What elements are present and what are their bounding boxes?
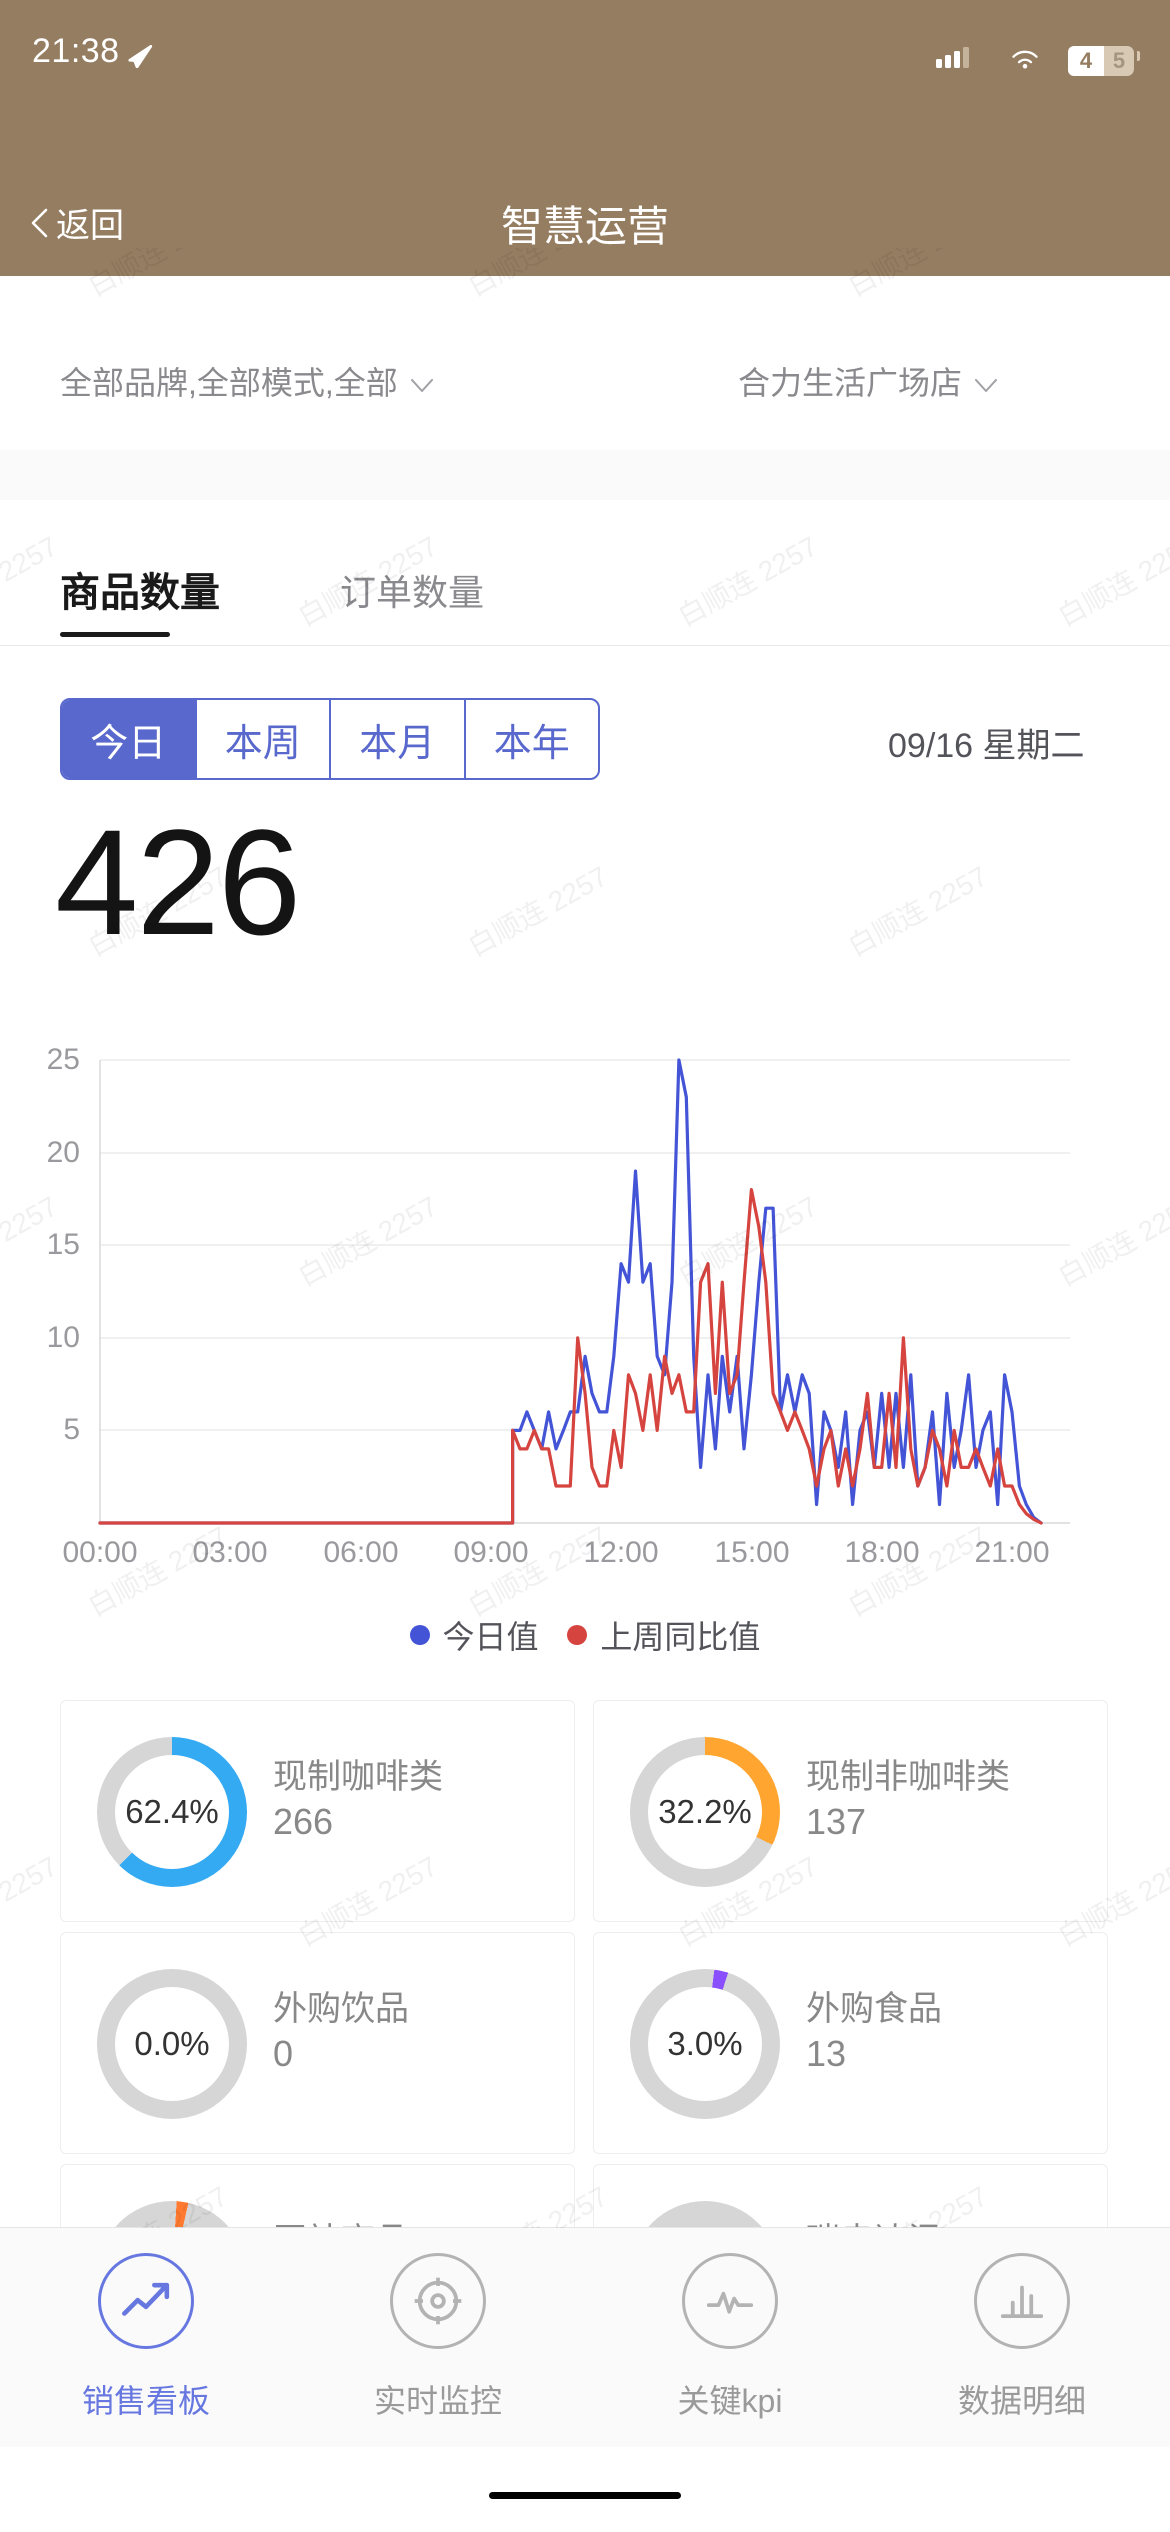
svg-text:15: 15 (47, 1228, 80, 1261)
svg-text:25: 25 (47, 1043, 80, 1076)
svg-text:5: 5 (63, 1413, 80, 1446)
svg-text:06:00: 06:00 (323, 1536, 398, 1569)
svg-text:12:00: 12:00 (583, 1536, 658, 1569)
svg-text:15:00: 15:00 (714, 1536, 789, 1569)
svg-text:21:00: 21:00 (974, 1536, 1049, 1569)
svg-text:10: 10 (47, 1321, 80, 1354)
svg-text:03:00: 03:00 (192, 1536, 267, 1569)
svg-text:00:00: 00:00 (62, 1536, 137, 1569)
svg-text:09:00: 09:00 (453, 1536, 528, 1569)
svg-text:18:00: 18:00 (844, 1536, 919, 1569)
svg-text:20: 20 (47, 1136, 80, 1169)
